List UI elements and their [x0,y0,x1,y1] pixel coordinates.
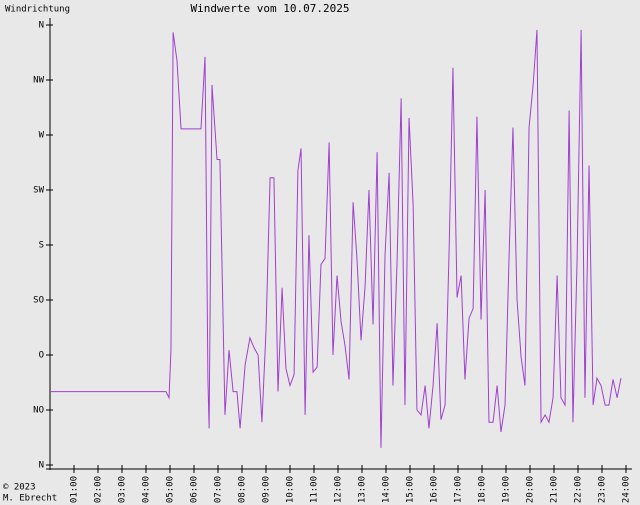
chart-title: Windwerte vom 10.07.2025 [191,2,350,15]
x-tick-label: 22:00 [574,476,584,503]
x-tick-label: 02:00 [94,476,104,503]
y-tick-label: SW [33,186,44,196]
wind-line [50,29,622,448]
footer-line: M. Ebrecht [3,494,57,504]
x-tick-label: 07:00 [214,476,224,503]
x-tick-label: 05:00 [166,476,176,503]
footer-line: © 2023 [3,483,36,493]
y-tick-label: W [39,131,45,141]
y-tick-label: S [39,241,44,251]
x-tick-label: 24:00 [622,476,632,503]
x-tick-label: 15:00 [406,476,416,503]
x-tick-label: 19:00 [502,476,512,503]
x-tick-label: 11:00 [310,476,320,503]
x-tick-label: 14:00 [382,476,392,503]
x-tick-label: 10:00 [286,476,296,503]
y-tick-label: O [39,351,44,361]
x-tick-label: 21:00 [550,476,560,503]
y-tick-label: N [39,21,44,31]
x-tick-label: 04:00 [142,476,152,503]
y-axis-label: Windrichtung [5,5,70,15]
x-tick-label: 20:00 [526,476,536,503]
x-tick-label: 09:00 [262,476,272,503]
x-tick-label: 03:00 [118,476,128,503]
x-tick-label: 17:00 [454,476,464,503]
x-tick-label: 18:00 [478,476,488,503]
y-tick-label: N [39,461,44,471]
x-tick-label: 16:00 [430,476,440,503]
x-tick-label: 12:00 [334,476,344,503]
x-tick-label: 06:00 [190,476,200,503]
y-tick-label: NW [33,76,44,86]
x-tick-label: 01:00 [70,476,80,503]
y-tick-label: SO [33,296,44,306]
x-tick-label: 13:00 [358,476,368,503]
x-tick-label: 23:00 [598,476,608,503]
x-tick-label: 08:00 [238,476,248,503]
y-tick-label: NO [33,406,44,416]
